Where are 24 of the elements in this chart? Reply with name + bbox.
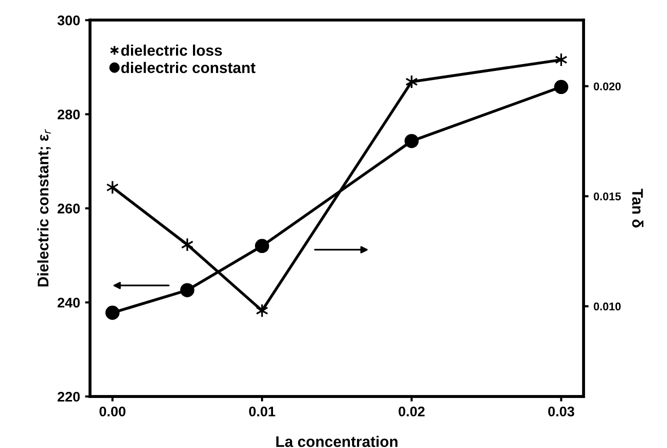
point xyxy=(105,306,120,320)
x-tick-label: 0.02 xyxy=(398,406,425,416)
point xyxy=(256,304,268,318)
y-tick-label: 280 xyxy=(58,110,80,120)
y2-axis-title: Tan δ xyxy=(632,188,644,228)
legend-label: dielectric constant xyxy=(121,62,256,74)
y-tick-label: 240 xyxy=(58,298,80,308)
y2-tick-label: 0.010 xyxy=(594,302,621,310)
y2-tick-label: 0.015 xyxy=(594,192,621,200)
x-tick-label: 0.01 xyxy=(249,406,276,416)
y2-tick-label: 0.020 xyxy=(594,82,621,90)
x-axis-title: La concentration xyxy=(276,436,398,448)
point xyxy=(404,134,419,148)
y-tick-label: 300 xyxy=(57,15,80,26)
x-tick-label: 0.00 xyxy=(100,406,126,416)
legend-label: dielectric loss xyxy=(121,44,222,56)
point xyxy=(554,80,568,94)
point xyxy=(254,238,270,254)
point xyxy=(106,180,119,194)
y-tick-label: 260 xyxy=(58,204,80,214)
y-tick-label: 220 xyxy=(58,392,80,402)
y-axis-title: Dielectric constant; ε$_{r}$ xyxy=(37,129,51,286)
x-tick-label: 0.03 xyxy=(548,406,574,416)
point xyxy=(180,283,194,298)
